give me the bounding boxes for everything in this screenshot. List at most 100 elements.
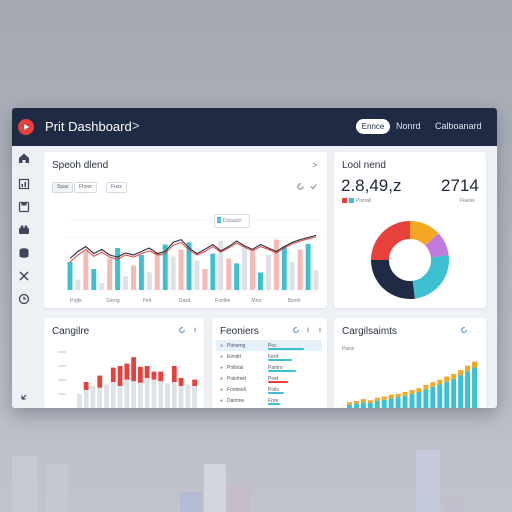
list-item-label: Fomtsell (227, 387, 246, 393)
br-bar-teal (353, 403, 359, 408)
donut-slice (371, 259, 415, 299)
list-item-label: Eimdrl (227, 354, 242, 360)
list-item-value: Fore (268, 398, 279, 404)
trend-bar (131, 265, 136, 290)
bl-bar-red (138, 366, 143, 383)
trend-bar (154, 251, 160, 290)
bottom-mid-more-icon[interactable] (316, 326, 324, 334)
bl-bar-red (158, 371, 164, 382)
bl-bar-red (117, 366, 123, 386)
bl-bar-gray (90, 386, 96, 408)
trend-bar (234, 263, 240, 290)
list-item-label: Pnilirtal (227, 365, 244, 371)
check-icon[interactable] (309, 182, 318, 191)
br-bar-gold (367, 400, 373, 403)
save-icon[interactable] (18, 201, 30, 213)
br-bar-teal (437, 384, 443, 408)
kpi-card-title: Lool nend (342, 160, 386, 171)
kpi-value-secondary: 2714 (441, 176, 479, 195)
refresh-icon[interactable] (296, 182, 305, 191)
br-bar-teal (402, 395, 408, 408)
list-item-value: Feof (268, 354, 279, 360)
br-bar-gold (472, 361, 477, 368)
bl-bar-red (192, 379, 197, 386)
br-bar-gold (388, 394, 394, 399)
bl-bar-gray (151, 379, 157, 408)
database-icon[interactable] (18, 247, 30, 259)
list-item-value: Pamro (268, 365, 283, 371)
chip-fhoor[interactable]: Fhoor (74, 182, 98, 193)
br-bar-teal (430, 386, 436, 408)
bl-bar-red (151, 371, 157, 380)
chip-fuss[interactable]: Fuss (106, 182, 127, 193)
users-icon[interactable] (18, 224, 30, 236)
bottom-left-refresh-icon[interactable] (178, 326, 186, 334)
br-bar-teal (409, 393, 415, 408)
bl-bar-gray (77, 394, 82, 408)
bottom-right-refresh-icon[interactable] (460, 326, 468, 334)
trend-bar (226, 258, 232, 290)
app-logo-icon (18, 119, 34, 135)
tab-nonrd[interactable]: Nonrd (396, 121, 421, 131)
trend-bar (305, 243, 311, 290)
bottom-right-chart (347, 361, 477, 408)
bl-bar-gray (144, 378, 150, 408)
trend-bar (75, 279, 81, 290)
bl-bar-gray (97, 387, 103, 408)
title-chevron-icon[interactable]: > (132, 118, 140, 133)
logout-icon[interactable] (18, 392, 30, 404)
bl-bar-gray (192, 386, 197, 408)
chip-spas[interactable]: Spas (52, 182, 74, 193)
bottom-mid-info-icon[interactable] (304, 326, 312, 334)
trend-bar (258, 272, 263, 290)
bl-bar-red (144, 366, 150, 378)
bottom-right-card: Cargilsaimts Pasis (334, 318, 486, 408)
trend-bar (107, 258, 113, 290)
donut-slice (409, 221, 439, 247)
trend-line-dark (69, 234, 317, 259)
chart-icon[interactable] (18, 178, 30, 190)
bl-bar-red (97, 375, 103, 388)
clock-icon[interactable] (18, 293, 30, 305)
list-bullet-icon: ● (220, 354, 224, 360)
tab-ennce[interactable]: Ennce (356, 119, 390, 134)
list-bullet-icon: ● (220, 398, 224, 404)
trend-bar (115, 248, 121, 290)
bottom-left-card: Cangilre (44, 318, 204, 408)
trend-bar (194, 260, 200, 290)
trend-bar (297, 249, 303, 290)
kpi-legend-label-2: Fiaess (460, 198, 475, 204)
trend-bar (313, 270, 319, 290)
bl-bar-gray (171, 382, 177, 408)
bl-bar-gray (124, 379, 130, 408)
trend-tooltip-label: Dotaaler (223, 218, 242, 224)
list-item-label: Ptinemg (227, 343, 246, 349)
trend-x-label: Prgfe (70, 298, 82, 304)
bl-bar-gray (110, 382, 116, 408)
br-bar-gold (360, 399, 366, 403)
bl-bar-red (171, 366, 177, 382)
trend-x-label: Mrre (251, 298, 261, 304)
trend-bar (218, 241, 224, 290)
br-bar-teal (472, 367, 477, 408)
kpi-legend-label-1: Pisrrall (356, 198, 372, 204)
br-bar-teal (451, 379, 457, 408)
bottom-left-info-icon[interactable] (191, 326, 199, 334)
trend-card: Speoh dlend > Spas Fhoor Fuss Dotaaler P… (44, 152, 327, 308)
br-bar-gold (458, 370, 464, 376)
tools-icon[interactable] (18, 270, 30, 282)
donut-chart (371, 221, 449, 299)
home-icon[interactable] (18, 152, 30, 164)
br-bar-teal (465, 371, 471, 408)
bl-bar-gray (178, 386, 184, 408)
list-item-value: Poils (268, 387, 279, 393)
br-bar-gold (451, 373, 457, 380)
tab-calboanard[interactable]: Calboanard (435, 121, 482, 131)
bottom-mid-refresh-icon[interactable] (292, 326, 300, 334)
br-bar-teal (360, 402, 366, 408)
trend-card-chevron-icon[interactable]: > (312, 160, 318, 170)
trend-bar (99, 283, 105, 290)
trend-x-label: Daslt (179, 298, 191, 304)
br-bar-gold (423, 384, 429, 390)
list-item-bar (268, 381, 288, 383)
